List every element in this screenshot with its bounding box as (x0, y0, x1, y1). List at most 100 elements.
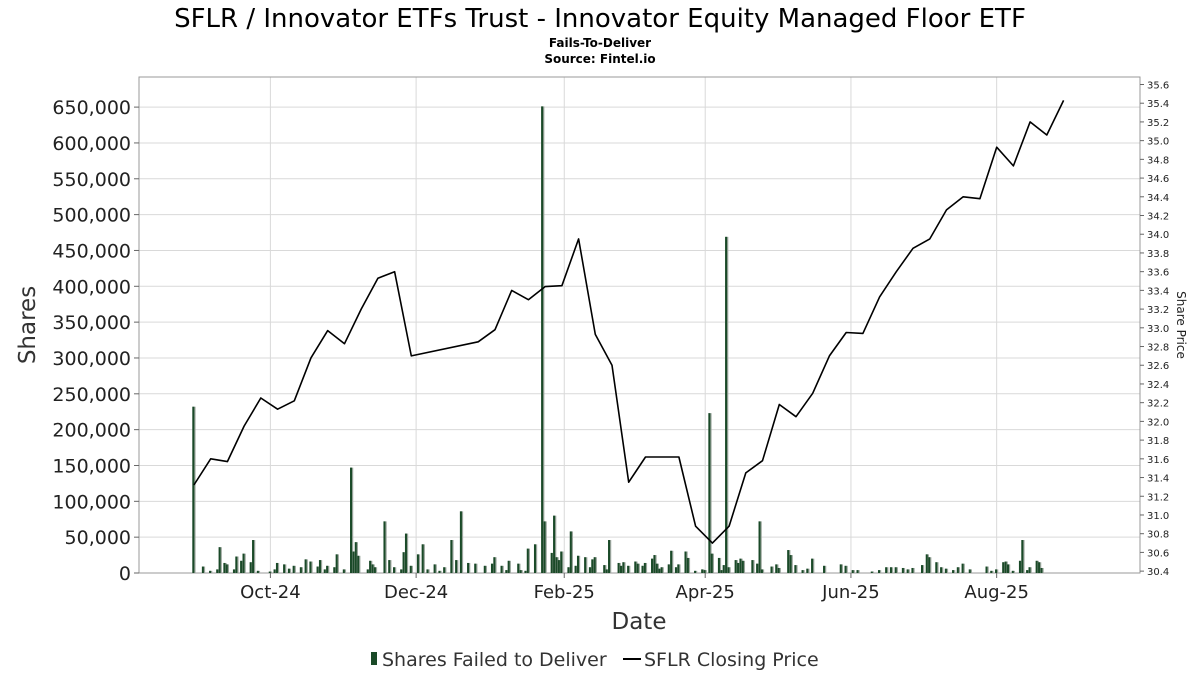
ftd-bar (242, 553, 246, 573)
y2-tick-label: 32.2 (1147, 399, 1169, 410)
ftd-bar (318, 560, 323, 573)
ftd-bar-body (944, 568, 947, 573)
ftd-bar-body (493, 557, 496, 573)
ftd-bar-body (500, 565, 503, 573)
ftd-bar (839, 564, 843, 573)
ftd-bar-body (636, 563, 639, 573)
ftd-bar-body (216, 569, 219, 573)
ftd-bar (567, 567, 571, 573)
ftd-bar-body (209, 570, 212, 573)
legend-line-label: SFLR Closing Price (644, 649, 819, 671)
y-tick-label: 400,000 (52, 276, 131, 298)
ftd-bar (801, 570, 805, 573)
ftd-bar (777, 567, 781, 573)
ftd-bar-body (655, 563, 658, 573)
ftd-bar-body (292, 565, 295, 573)
ftd-bar (686, 557, 691, 573)
ftd-bar-body (490, 563, 493, 573)
ftd-bar (619, 565, 624, 573)
x-tick-label: Dec-24 (384, 582, 448, 603)
ftd-bar (393, 567, 397, 573)
ftd-bar (373, 567, 378, 573)
ftd-bar (400, 569, 404, 573)
ftd-bar (593, 557, 597, 573)
ftd-bar-body (383, 521, 386, 573)
ftd-bar (474, 563, 478, 573)
ftd-bar (333, 567, 337, 573)
ftd-bar (1035, 560, 1039, 573)
ftd-bar-body (1004, 561, 1007, 573)
y2-tick-label: 31.2 (1147, 492, 1169, 503)
ftd-bar-body (323, 569, 326, 573)
ftd-bar (383, 521, 387, 573)
ftd-bar-body (507, 560, 510, 573)
y2-tick-label: 32.0 (1147, 417, 1169, 428)
ftd-bar (326, 565, 330, 573)
ftd-bar-body (928, 557, 931, 573)
ftd-bar-body (894, 567, 897, 573)
ftd-bar (851, 570, 855, 573)
ftd-bar-body (1011, 570, 1014, 573)
ftd-bar (519, 570, 523, 573)
ftd-bar (240, 560, 244, 573)
ftd-bar-body (543, 521, 546, 573)
ftd-bar (739, 558, 743, 573)
ftd-bar (541, 106, 545, 574)
y2-tick-label: 34.6 (1147, 174, 1169, 185)
ftd-bar-body (619, 565, 622, 573)
ftd-bar-body (225, 564, 228, 573)
ftd-bar-body (232, 569, 235, 573)
ftd-bar-body (940, 567, 943, 573)
ftd-bar (928, 557, 932, 573)
ftd-bar (889, 567, 894, 573)
ftd-bar-body (739, 558, 742, 573)
ftd-bar-body (357, 555, 360, 573)
fails-to-deliver-bars (192, 106, 1044, 574)
ftd-bar (717, 557, 722, 573)
ftd-bar (467, 562, 471, 573)
ftd-bar (775, 564, 779, 573)
ftd-bar (223, 562, 227, 573)
ftd-bar (309, 561, 313, 573)
ftd-bar (493, 557, 497, 573)
ftd-bar (1007, 564, 1011, 573)
ftd-bar-body (741, 560, 744, 573)
ftd-bar (751, 560, 755, 573)
ftd-bar-body (777, 567, 780, 573)
y-tick-label: 600,000 (52, 133, 131, 155)
ftd-bar (455, 560, 459, 573)
ftd-bar-body (557, 560, 560, 573)
ftd-bar-body (541, 106, 544, 574)
ftd-bar-body (605, 569, 608, 573)
y2-tick-label: 31.0 (1147, 511, 1169, 522)
y2-tick-label: 34.8 (1147, 155, 1169, 166)
y-tick-label: 200,000 (52, 420, 131, 442)
ftd-bar (273, 569, 277, 573)
ftd-bar (944, 568, 949, 573)
ftd-bar (787, 550, 791, 573)
y2-tick-label: 34.0 (1147, 230, 1169, 241)
ftd-bar (694, 570, 698, 573)
ftd-bar-body (952, 570, 955, 573)
ftd-bar (636, 563, 640, 573)
y2-tick-label: 32.4 (1147, 380, 1169, 391)
ftd-bar-body (844, 565, 847, 573)
ftd-bar-body (622, 562, 625, 573)
ftd-bar-body (591, 559, 594, 573)
ftd-bar-body (354, 542, 357, 573)
ftd-bar-body (550, 552, 553, 573)
ftd-bar-body (533, 544, 536, 573)
ftd-bar (533, 544, 538, 573)
ftd-bar (605, 569, 609, 573)
ftd-bar (505, 570, 509, 573)
ftd-bar-body (553, 515, 556, 573)
ftd-bar (569, 531, 574, 573)
ftd-bar (304, 559, 308, 573)
ftd-bar-body (443, 567, 446, 573)
ftd-bar (450, 540, 454, 573)
ftd-bar-body (990, 570, 993, 573)
y-axis-right-ticks: 30.4 30.6 30.8 31.0 31.2 31.4 31.6 31.8 32.0 32.2… (1140, 80, 1169, 578)
legend: Shares Failed to Deliver SFLR Closing Pr… (371, 649, 819, 671)
ftd-bar (316, 566, 320, 573)
